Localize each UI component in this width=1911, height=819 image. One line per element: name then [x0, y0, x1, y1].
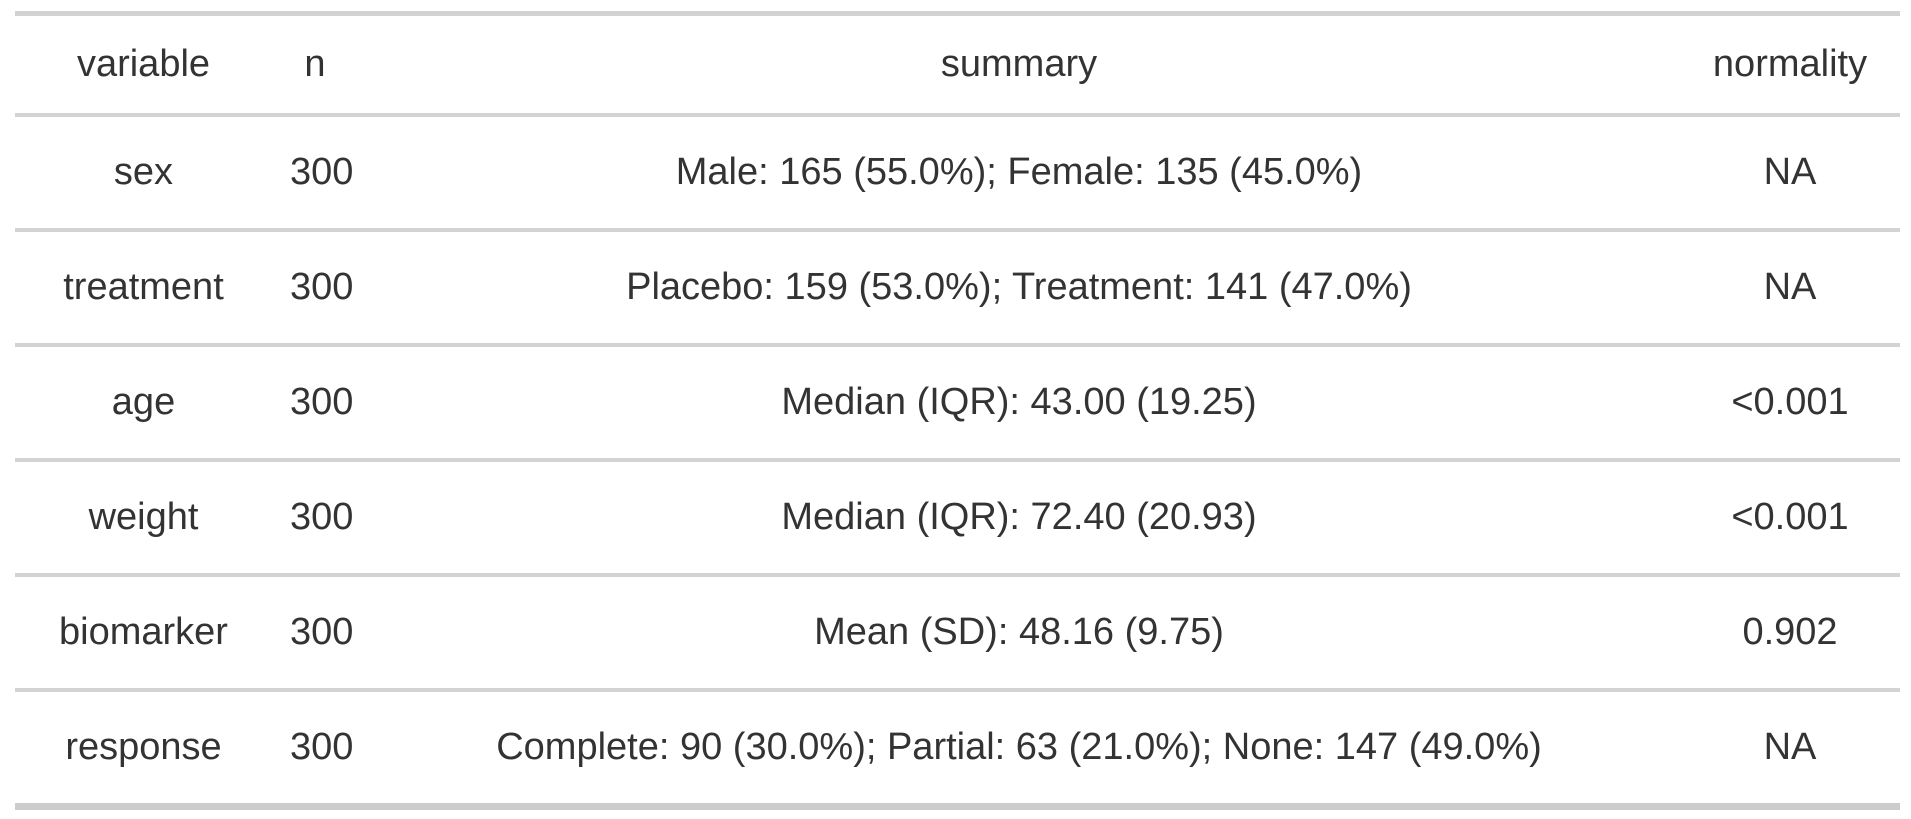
table-row-sex: sex 300 Male: 165 (55.0%); Female: 135 (… [15, 117, 1900, 232]
cell-variable: sex [15, 117, 272, 232]
cell-summary: Mean (SD): 48.16 (9.75) [358, 577, 1680, 692]
cell-variable: biomarker [15, 577, 272, 692]
cell-normality: <0.001 [1680, 347, 1900, 462]
cell-n: 300 [272, 347, 358, 462]
column-header-n: n [272, 16, 358, 117]
column-header-normality: normality [1680, 16, 1900, 117]
cell-summary: Male: 165 (55.0%); Female: 135 (45.0%) [358, 117, 1680, 232]
table-body: sex 300 Male: 165 (55.0%); Female: 135 (… [15, 117, 1900, 803]
cell-n: 300 [272, 117, 358, 232]
cell-variable: treatment [15, 232, 272, 347]
cell-summary: Median (IQR): 43.00 (19.25) [358, 347, 1680, 462]
table-row-age: age 300 Median (IQR): 43.00 (19.25) <0.0… [15, 347, 1900, 462]
cell-summary: Median (IQR): 72.40 (20.93) [358, 462, 1680, 577]
cell-summary: Complete: 90 (30.0%); Partial: 63 (21.0%… [496, 726, 1542, 768]
cell-normality: NA [1680, 117, 1900, 232]
cell-variable: weight [15, 462, 272, 577]
cell-summary: Placebo: 159 (53.0%); Treatment: 141 (47… [358, 232, 1680, 347]
cell-normality: <0.001 [1680, 462, 1900, 577]
cell-n: 300 [272, 577, 358, 692]
cell-n: 300 [272, 232, 358, 347]
cell-normality: 0.902 [1680, 577, 1900, 692]
column-header-variable: variable [15, 16, 272, 117]
cell-variable: age [15, 347, 272, 462]
table-row-biomarker: biomarker 300 Mean (SD): 48.16 (9.75) 0.… [15, 577, 1900, 692]
cell-n: 300 [272, 462, 358, 577]
column-header-summary: summary [358, 16, 1680, 117]
table-header: variable n summary normality [15, 16, 1900, 117]
cell-normality: NA [1680, 232, 1900, 347]
variable-summary-table: variable n summary normality sex 300 Mal… [15, 11, 1900, 810]
table-row-response: response 300 Complete: 90 (30.0%); Parti… [15, 692, 1900, 803]
cell-normality: NA [1763, 726, 1817, 768]
cell-n: 300 [290, 726, 354, 768]
table-row-weight: weight 300 Median (IQR): 72.40 (20.93) <… [15, 462, 1900, 577]
table-row-treatment: treatment 300 Placebo: 159 (53.0%); Trea… [15, 232, 1900, 347]
header-row: variable n summary normality [15, 16, 1900, 117]
cell-variable: response [65, 726, 222, 768]
